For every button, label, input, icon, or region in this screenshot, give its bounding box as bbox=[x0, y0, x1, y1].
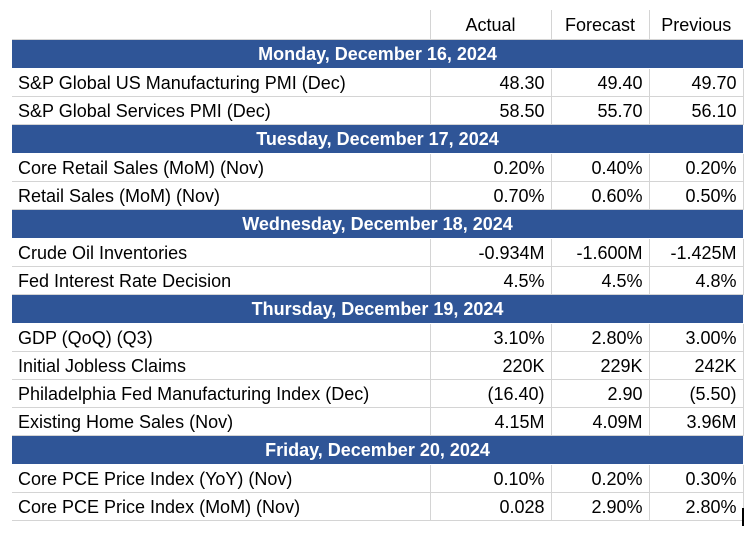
actual-value-cell[interactable]: 48.30 bbox=[430, 68, 552, 97]
previous-value-cell[interactable]: (5.50) bbox=[649, 379, 744, 408]
date-header-row: Wednesday, December 18, 2024 bbox=[12, 209, 743, 239]
indicator-name-cell[interactable]: Retail Sales (MoM) (Nov) bbox=[12, 181, 431, 210]
date-header-row: Thursday, December 19, 2024 bbox=[12, 294, 743, 324]
actual-value-cell[interactable]: 58.50 bbox=[430, 96, 552, 125]
date-header-cell[interactable]: Tuesday, December 17, 2024 bbox=[12, 124, 743, 154]
previous-value-cell[interactable]: 242K bbox=[649, 351, 744, 380]
indicator-name-cell[interactable]: Fed Interest Rate Decision bbox=[12, 266, 431, 295]
table-row: Initial Jobless Claims 220K 229K 242K bbox=[12, 351, 744, 380]
previous-value-cell[interactable]: 0.50% bbox=[649, 181, 744, 210]
table-row: Existing Home Sales (Nov) 4.15M 4.09M 3.96M bbox=[12, 407, 744, 436]
forecast-value-cell[interactable]: 4.5% bbox=[551, 266, 650, 295]
forecast-value-cell[interactable]: -1.600M bbox=[551, 238, 650, 267]
forecast-value-cell[interactable]: 2.90% bbox=[551, 492, 650, 521]
indicator-name-cell[interactable]: Philadelphia Fed Manufacturing Index (De… bbox=[12, 379, 431, 408]
indicator-name-cell[interactable]: GDP (QoQ) (Q3) bbox=[12, 323, 431, 352]
table-body: Monday, December 16, 2024 S&P Global US M… bbox=[12, 39, 744, 521]
forecast-value-cell[interactable]: 4.09M bbox=[551, 407, 650, 436]
header-blank-cell[interactable] bbox=[12, 10, 431, 40]
table-row: Philadelphia Fed Manufacturing Index (De… bbox=[12, 379, 744, 408]
economic-calendar-table: Actual Forecast Previous Monday, Decembe… bbox=[12, 10, 744, 521]
forecast-value-cell[interactable]: 229K bbox=[551, 351, 650, 380]
previous-value-cell[interactable]: -1.425M bbox=[649, 238, 744, 267]
actual-value-cell[interactable]: 3.10% bbox=[430, 323, 552, 352]
table-row: GDP (QoQ) (Q3) 3.10% 2.80% 3.00% bbox=[12, 323, 744, 352]
actual-value-cell[interactable]: 220K bbox=[430, 351, 552, 380]
previous-value-cell[interactable]: 3.00% bbox=[649, 323, 744, 352]
previous-value-cell[interactable]: 49.70 bbox=[649, 68, 744, 97]
table-row: Fed Interest Rate Decision 4.5% 4.5% 4.8% bbox=[12, 266, 744, 295]
indicator-name-cell[interactable]: Core PCE Price Index (MoM) (Nov) bbox=[12, 492, 431, 521]
table-row: Crude Oil Inventories -0.934M -1.600M -1.42… bbox=[12, 238, 744, 267]
actual-value-cell[interactable]: 4.5% bbox=[430, 266, 552, 295]
previous-value-cell[interactable]: 2.80% bbox=[649, 492, 744, 521]
date-header-cell[interactable]: Thursday, December 19, 2024 bbox=[12, 294, 743, 324]
actual-value-cell[interactable]: 4.15M bbox=[430, 407, 552, 436]
indicator-name-cell[interactable]: S&P Global US Manufacturing PMI (Dec) bbox=[12, 68, 431, 97]
actual-value-cell[interactable]: 0.10% bbox=[430, 464, 552, 493]
forecast-value-cell[interactable]: 0.40% bbox=[551, 153, 650, 182]
indicator-name-cell[interactable]: Core Retail Sales (MoM) (Nov) bbox=[12, 153, 431, 182]
table-row: Core PCE Price Index (YoY) (Nov) 0.10% 0.2… bbox=[12, 464, 744, 493]
indicator-name-cell[interactable]: Initial Jobless Claims bbox=[12, 351, 431, 380]
indicator-name-cell[interactable]: Core PCE Price Index (YoY) (Nov) bbox=[12, 464, 431, 493]
forecast-value-cell[interactable]: 0.60% bbox=[551, 181, 650, 210]
forecast-value-cell[interactable]: 0.20% bbox=[551, 464, 650, 493]
indicator-name-cell[interactable]: Crude Oil Inventories bbox=[12, 238, 431, 267]
forecast-value-cell[interactable]: 2.90 bbox=[551, 379, 650, 408]
actual-value-cell[interactable]: 0.70% bbox=[430, 181, 552, 210]
date-header-cell[interactable]: Wednesday, December 18, 2024 bbox=[12, 209, 743, 239]
previous-value-cell[interactable]: 4.8% bbox=[649, 266, 744, 295]
actual-value-cell[interactable]: -0.934M bbox=[430, 238, 552, 267]
table-row: Core PCE Price Index (MoM) (Nov) 0.028 2.9… bbox=[12, 492, 744, 521]
actual-value-cell[interactable]: 0.20% bbox=[430, 153, 552, 182]
actual-value-cell[interactable]: 0.028 bbox=[430, 492, 552, 521]
previous-value-cell[interactable]: 0.20% bbox=[649, 153, 744, 182]
table-row: Core Retail Sales (MoM) (Nov) 0.20% 0.40% 0… bbox=[12, 153, 744, 182]
forecast-value-cell[interactable]: 49.40 bbox=[551, 68, 650, 97]
text-cursor bbox=[742, 508, 744, 526]
header-actual[interactable]: Actual bbox=[430, 10, 552, 40]
previous-value-cell[interactable]: 56.10 bbox=[649, 96, 744, 125]
table-row: S&P Global Services PMI (Dec) 58.50 55.70 5… bbox=[12, 96, 744, 125]
forecast-value-cell[interactable]: 55.70 bbox=[551, 96, 650, 125]
date-header-row: Tuesday, December 17, 2024 bbox=[12, 124, 743, 154]
header-forecast[interactable]: Forecast bbox=[551, 10, 650, 40]
forecast-value-cell[interactable]: 2.80% bbox=[551, 323, 650, 352]
date-header-cell[interactable]: Friday, December 20, 2024 bbox=[12, 435, 743, 465]
actual-value-cell[interactable]: (16.40) bbox=[430, 379, 552, 408]
header-previous[interactable]: Previous bbox=[649, 10, 743, 40]
previous-value-cell[interactable]: 0.30% bbox=[649, 464, 744, 493]
previous-value-cell[interactable]: 3.96M bbox=[649, 407, 744, 436]
date-header-cell[interactable]: Monday, December 16, 2024 bbox=[12, 39, 743, 69]
indicator-name-cell[interactable]: S&P Global Services PMI (Dec) bbox=[12, 96, 431, 125]
date-header-row: Friday, December 20, 2024 bbox=[12, 435, 743, 465]
column-header-row: Actual Forecast Previous bbox=[12, 10, 743, 40]
indicator-name-cell[interactable]: Existing Home Sales (Nov) bbox=[12, 407, 431, 436]
date-header-row: Monday, December 16, 2024 bbox=[12, 39, 743, 69]
table-row: S&P Global US Manufacturing PMI (Dec) 48.… bbox=[12, 68, 744, 97]
table-row: Retail Sales (MoM) (Nov) 0.70% 0.60% 0.50% bbox=[12, 181, 744, 210]
